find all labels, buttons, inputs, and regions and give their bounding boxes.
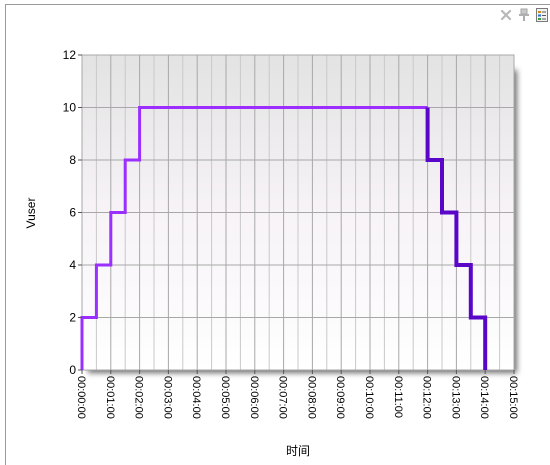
y-axis-label: Vuser — [24, 198, 38, 229]
y-tick-label: 4 — [69, 258, 76, 272]
x-tick-label: 00:06:00 — [248, 376, 260, 419]
x-tick-label: 00:03:00 — [161, 376, 173, 419]
series-line-ramp-up — [80, 106, 428, 370]
x-tick-label: 00:08:00 — [305, 376, 317, 419]
series-line-ramp-down — [425, 107, 488, 370]
y-tick-label: 6 — [69, 206, 76, 220]
chart-toolbar — [498, 7, 550, 23]
pin-icon[interactable] — [516, 7, 532, 23]
x-tick-label: 00:02:00 — [133, 376, 145, 419]
x-axis-label: 时间 — [286, 444, 310, 458]
x-tick-label: 00:07:00 — [277, 376, 289, 419]
x-tick-label: 00:05:00 — [219, 376, 231, 419]
x-axis-ticks: 00:00:00 00:01:00 00:02:00 00:03:00 00:04:00… — [75, 370, 519, 419]
y-tick-label: 8 — [69, 153, 76, 167]
y-tick-label: 10 — [63, 101, 77, 115]
x-tick-label: 00:13:00 — [449, 376, 461, 419]
y-tick-label: 2 — [69, 311, 76, 325]
x-tick-label: 00:14:00 — [478, 376, 490, 419]
series-group — [80, 106, 488, 370]
x-tick-label: 00:12:00 — [421, 376, 433, 419]
x-tick-label: 00:11:00 — [392, 376, 404, 418]
x-tick-label: 00:09:00 — [334, 376, 346, 419]
y-tick-label: 0 — [69, 363, 76, 377]
x-tick-label: 00:00:00 — [75, 376, 87, 419]
legend-icon[interactable] — [534, 7, 550, 23]
y-axis-ticks: 0 2 4 6 8 10 12 — [63, 48, 82, 377]
x-tick-label: 00:04:00 — [190, 376, 202, 419]
x-tick-label: 00:10:00 — [363, 376, 375, 419]
close-icon[interactable] — [498, 7, 514, 23]
x-tick-label: 00:15:00 — [507, 376, 519, 419]
x-tick-label: 00:01:00 — [104, 376, 116, 419]
y-tick-label: 12 — [63, 48, 77, 62]
